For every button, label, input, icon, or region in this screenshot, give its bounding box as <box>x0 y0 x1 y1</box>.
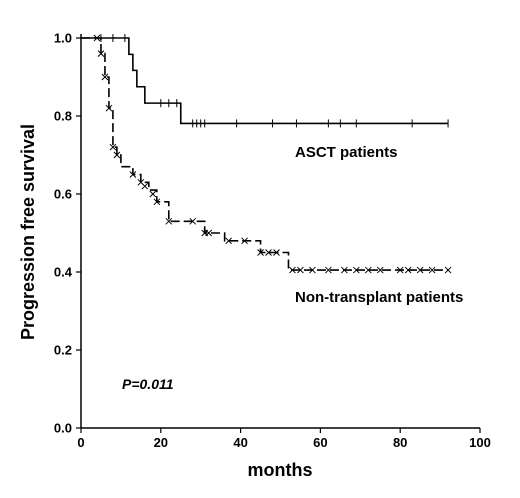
censor-mark <box>364 266 372 274</box>
p-value-annotation: P=0.011 <box>122 376 174 392</box>
series-non-transplant <box>81 34 452 274</box>
censor-mark <box>444 266 452 274</box>
x-tick-label: 60 <box>313 435 327 450</box>
censor-mark <box>352 266 360 274</box>
censor-mark <box>141 182 149 190</box>
censor-mark <box>376 266 384 274</box>
censor-mark <box>325 266 332 274</box>
censor-mark <box>165 217 173 225</box>
y-axis-title: Progression free survival <box>18 124 38 340</box>
censor-mark <box>340 266 348 274</box>
censor-mark <box>416 266 424 274</box>
censor-mark <box>93 34 101 42</box>
censor-mark <box>153 198 161 206</box>
censor-mark <box>289 266 296 274</box>
y-tick-label: 0.6 <box>54 187 72 202</box>
x-tick-label: 100 <box>469 435 491 450</box>
censor-mark <box>309 266 316 274</box>
y-tick-label: 1.0 <box>54 31 72 46</box>
series-label-non-transplant: Non-transplant patients <box>295 289 463 306</box>
y-tick-label: 0.8 <box>54 109 72 124</box>
censor-mark <box>105 104 113 112</box>
x-tick-label: 20 <box>154 435 168 450</box>
censor-mark <box>97 50 105 57</box>
censor-mark <box>129 171 137 178</box>
censor-mark <box>149 190 157 198</box>
censor-mark <box>396 266 404 274</box>
censor-mark <box>109 143 117 151</box>
censor-mark <box>241 237 248 245</box>
censor-mark <box>273 249 280 256</box>
x-axis-title: months <box>248 460 313 480</box>
survival-curve-line <box>81 37 449 125</box>
x-tick-label: 40 <box>233 435 247 450</box>
censor-mark <box>205 229 213 237</box>
labels: months Progression free survival ASCT pa… <box>18 124 463 480</box>
series-group <box>81 34 452 274</box>
x-tick-label: 80 <box>393 435 407 450</box>
y-tick-label: 0.0 <box>54 421 72 436</box>
survival-curve-line <box>81 37 449 271</box>
censor-mark <box>101 73 109 81</box>
x-tick-label: 0 <box>77 435 84 450</box>
censor-mark <box>189 217 197 225</box>
y-tick-label: 0.4 <box>54 265 73 280</box>
censor-mark <box>257 249 264 256</box>
censor-mark <box>265 249 272 256</box>
censor-mark <box>225 237 232 245</box>
series-asct <box>81 34 449 128</box>
series-label-asct: ASCT patients <box>295 144 398 161</box>
censor-mark <box>404 266 412 274</box>
y-tick-label: 0.2 <box>54 343 72 358</box>
censor-mark <box>297 266 304 274</box>
censor-mark <box>113 151 121 159</box>
censor-mark <box>428 266 436 274</box>
axes: 0 20 40 60 80 100 0.0 0.2 0.4 0.6 0.8 1.0 <box>54 31 491 451</box>
